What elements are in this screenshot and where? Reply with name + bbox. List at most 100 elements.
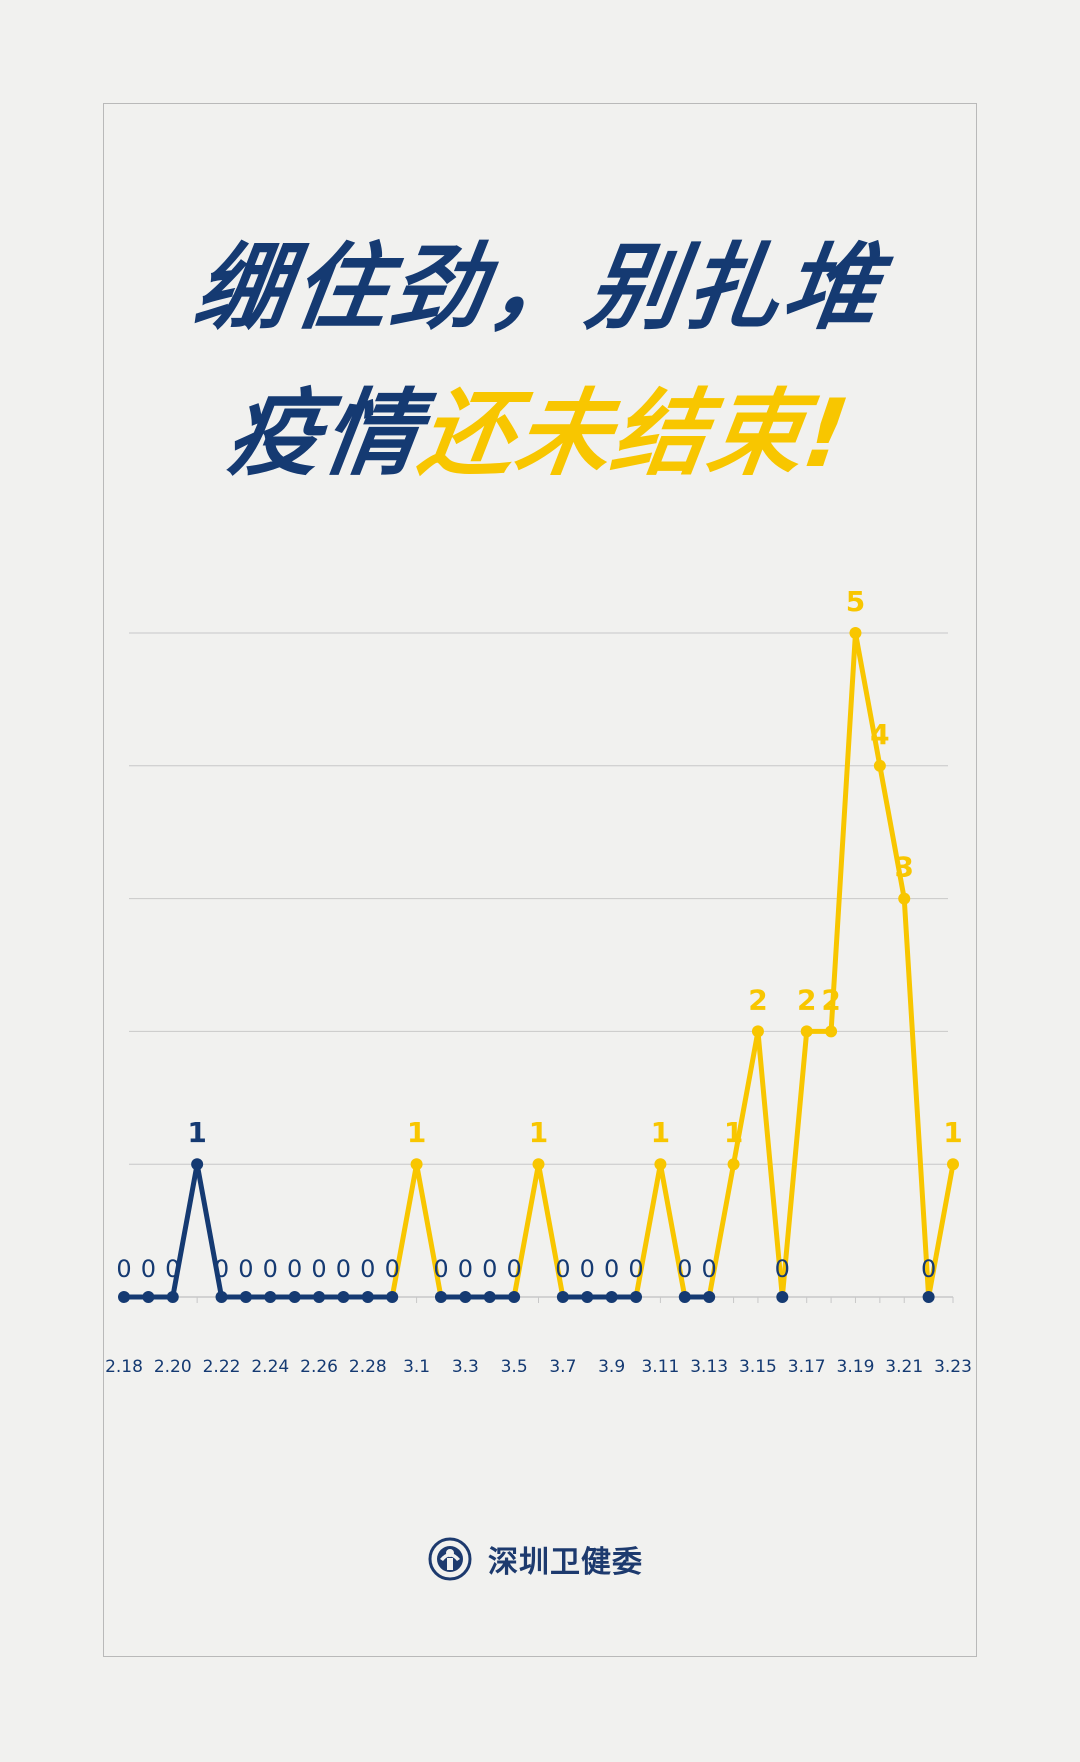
- data-point: [483, 1291, 496, 1303]
- data-label: 0: [458, 1255, 473, 1283]
- data-label: 0: [336, 1255, 351, 1283]
- line-segment: [828, 630, 858, 1034]
- x-tick-label: 2.24: [251, 1357, 289, 1377]
- data-label: 5: [846, 585, 865, 618]
- line-segment: [414, 1161, 444, 1300]
- line-segment: [731, 1028, 761, 1167]
- data-point: [142, 1291, 155, 1303]
- data-label: 2: [797, 983, 816, 1016]
- line-segment: [389, 1161, 420, 1300]
- data-point: [459, 1291, 472, 1303]
- data-label: 1: [187, 1116, 206, 1149]
- x-tick-label: 2.22: [203, 1357, 241, 1377]
- data-point: [410, 1158, 423, 1171]
- data-label: 1: [407, 1116, 426, 1149]
- data-label: 0: [482, 1255, 497, 1283]
- data-label: 0: [311, 1255, 326, 1283]
- x-tick-label: 2.20: [154, 1357, 192, 1377]
- data-point: [922, 1291, 935, 1303]
- line-segment: [536, 1161, 566, 1300]
- data-point: [581, 1291, 594, 1303]
- data-label: 1: [943, 1116, 962, 1149]
- line-segment: [170, 1161, 200, 1300]
- data-point: [947, 1158, 959, 1171]
- x-tick-label: 3.21: [885, 1357, 923, 1377]
- x-tick-label: 2.28: [349, 1357, 387, 1377]
- x-tick-label: 3.3: [452, 1357, 479, 1377]
- x-tick-label: 3.7: [549, 1357, 576, 1377]
- data-label: 0: [360, 1255, 375, 1283]
- line-segment: [511, 1161, 541, 1300]
- data-label: 0: [580, 1255, 595, 1283]
- data-point: [849, 627, 862, 639]
- data-point: [825, 1025, 838, 1038]
- data-point: [630, 1291, 643, 1303]
- data-label: 4: [870, 718, 889, 751]
- data-label: 2: [821, 983, 840, 1016]
- data-label: 0: [677, 1255, 692, 1283]
- data-point: [800, 1025, 813, 1038]
- data-point: [776, 1291, 789, 1303]
- data-point: [166, 1291, 179, 1303]
- data-point: [288, 1291, 301, 1303]
- data-label: 0: [287, 1255, 302, 1283]
- line-segment: [852, 630, 883, 769]
- data-label: 1: [651, 1116, 670, 1149]
- x-tick-label: 3.19: [837, 1357, 875, 1377]
- data-label: 0: [702, 1255, 717, 1283]
- x-tick-label: 3.9: [598, 1357, 625, 1377]
- line-segment: [779, 1028, 810, 1300]
- poster-frame: [103, 103, 977, 1657]
- data-label: 1: [529, 1116, 548, 1149]
- data-point: [386, 1291, 399, 1303]
- x-tick-label: 3.15: [739, 1357, 777, 1377]
- data-point: [264, 1291, 277, 1303]
- data-label: 0: [238, 1255, 253, 1283]
- x-tick-label: 3.1: [403, 1357, 430, 1377]
- data-point: [678, 1291, 691, 1303]
- data-point: [361, 1291, 374, 1303]
- data-point: [239, 1291, 252, 1303]
- data-point: [556, 1291, 569, 1303]
- data-label: 0: [555, 1255, 570, 1283]
- data-point: [898, 892, 911, 905]
- data-label: 0: [775, 1255, 790, 1283]
- shenzhen-health-commission-logo-icon: [428, 1537, 472, 1581]
- data-point: [118, 1291, 130, 1303]
- data-point: [703, 1291, 716, 1303]
- data-label: 0: [433, 1255, 448, 1283]
- data-label: 0: [506, 1255, 521, 1283]
- data-label: 1: [724, 1116, 743, 1149]
- data-label: 0: [921, 1255, 936, 1283]
- data-point: [654, 1158, 667, 1171]
- data-point: [751, 1025, 764, 1038]
- data-label: 0: [141, 1255, 156, 1283]
- data-label: 0: [214, 1255, 229, 1283]
- data-label: 0: [165, 1255, 180, 1283]
- line-segment: [657, 1161, 688, 1300]
- data-label: 0: [116, 1255, 131, 1283]
- data-point: [873, 759, 886, 772]
- data-point: [508, 1291, 521, 1303]
- footer: 深圳卫健委: [428, 1537, 643, 1581]
- line-segment: [755, 1028, 785, 1300]
- x-tick-label: 3.13: [690, 1357, 728, 1377]
- data-label: 0: [263, 1255, 278, 1283]
- line-segment: [877, 763, 907, 902]
- data-point: [215, 1291, 228, 1303]
- data-label: 2: [748, 983, 767, 1016]
- x-tick-label: 2.26: [300, 1357, 338, 1377]
- org-name: 深圳卫健委: [488, 1545, 643, 1580]
- line-segment: [194, 1161, 225, 1300]
- x-tick-label: 2.18: [105, 1357, 143, 1377]
- x-tick-label: 3.23: [934, 1357, 972, 1377]
- x-tick-label: 3.11: [641, 1357, 679, 1377]
- data-point: [191, 1158, 204, 1171]
- data-point: [434, 1291, 447, 1303]
- line-segment: [926, 1161, 956, 1300]
- data-point: [727, 1158, 740, 1171]
- x-tick-label: 3.17: [788, 1357, 826, 1377]
- x-tick-label: 3.5: [501, 1357, 528, 1377]
- data-point: [337, 1291, 350, 1303]
- line-segment: [706, 1161, 737, 1300]
